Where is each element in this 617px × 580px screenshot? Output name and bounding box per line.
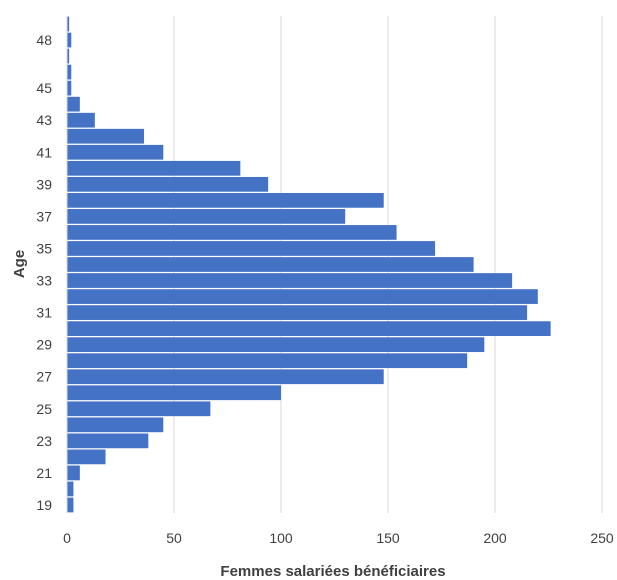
bar-age-42 <box>67 128 145 144</box>
bar-age-49 <box>67 16 70 32</box>
y-tick-label: 21 <box>36 465 52 481</box>
bar-age-38 <box>67 192 384 208</box>
bar-age-28 <box>67 353 468 369</box>
y-tick-label: 43 <box>36 112 52 128</box>
bar-age-25 <box>67 401 211 417</box>
bar-age-22 <box>67 449 106 465</box>
bar-age-43 <box>67 112 95 128</box>
bar-age-46 <box>67 64 72 80</box>
x-tick-label: 0 <box>63 530 71 546</box>
x-tick-label: 200 <box>483 530 507 546</box>
y-tick-label: 45 <box>36 80 52 96</box>
bar-age-23 <box>67 433 149 449</box>
y-tick-label: 29 <box>36 337 52 353</box>
y-tick-label: 37 <box>36 208 52 224</box>
x-tick-label: 50 <box>166 530 182 546</box>
bar-age-47 <box>67 48 70 64</box>
bar-age-31 <box>67 305 528 320</box>
bar-age-20 <box>67 481 74 497</box>
y-tick-label: 25 <box>36 401 52 417</box>
x-tick-label: 100 <box>269 530 293 546</box>
bar-age-40 <box>67 160 241 176</box>
bar-age-39 <box>67 176 269 192</box>
y-tick-label: 19 <box>36 497 52 513</box>
bar-age-33 <box>67 273 513 288</box>
bar-age-35 <box>67 241 436 256</box>
y-tick-label: 48 <box>36 32 52 48</box>
y-tick-label: 31 <box>36 305 52 321</box>
bar-age-19 <box>67 497 74 513</box>
bar-age-37 <box>67 209 346 224</box>
x-tick-label: 250 <box>590 530 614 546</box>
bar-age-32 <box>67 289 538 304</box>
bar-age-36 <box>67 225 397 240</box>
y-axis-title: Age <box>11 250 28 278</box>
bar-age-27 <box>67 369 384 385</box>
bars <box>67 16 551 513</box>
y-tick-label: 35 <box>36 240 52 256</box>
bar-age-44 <box>67 96 80 112</box>
y-tick-label: 39 <box>36 176 52 192</box>
bar-age-29 <box>67 337 485 353</box>
y-tick-labels: 19 21 23 25 27 29 31 33 35 37 39 41 43 45 48 <box>36 32 52 513</box>
bar-age-41 <box>67 144 164 160</box>
bar-age-45 <box>67 80 72 96</box>
y-tick-label: 33 <box>36 273 52 289</box>
bar-age-30 <box>67 321 551 337</box>
bar-age-21 <box>67 465 80 481</box>
y-tick-label: 27 <box>36 369 52 385</box>
x-tick-label: 150 <box>376 530 400 546</box>
bar-age-26 <box>67 385 281 401</box>
bar-age-24 <box>67 417 164 433</box>
y-tick-label: 23 <box>36 433 52 449</box>
bar-age-48 <box>67 32 72 48</box>
bar-age-34 <box>67 257 474 272</box>
x-tick-labels: 0 50 100 150 200 250 <box>63 530 614 546</box>
y-tick-label: 41 <box>36 144 52 160</box>
x-axis-title: Femmes salariées bénéficiaires <box>220 563 445 580</box>
